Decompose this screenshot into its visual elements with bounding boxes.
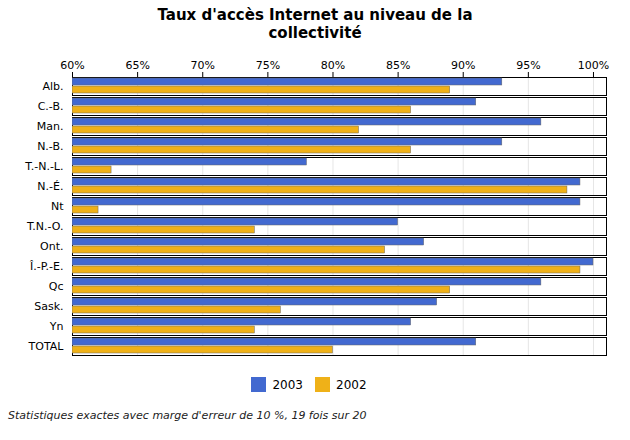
svg-text:85%: 85% [386, 59, 410, 72]
svg-text:75%: 75% [256, 59, 280, 72]
svg-text:100%: 100% [578, 59, 609, 72]
svg-text:N.-B.: N.-B. [37, 140, 63, 153]
html-text:2002: 2002 [336, 377, 367, 392]
svg-text:60%: 60% [60, 59, 84, 72]
svg-text:Yn: Yn [49, 320, 64, 333]
svg-text:80%: 80% [321, 59, 345, 72]
svg-text:TOTAL: TOTAL [28, 340, 65, 353]
svg-text:T.-N.-L.: T.-N.-L. [24, 160, 63, 173]
svg-text:Qc: Qc [49, 280, 64, 293]
html-text:2003: 2003 [272, 377, 303, 392]
svg-text:Man.: Man. [37, 120, 64, 133]
svg-text:N.-É.: N.-É. [37, 180, 63, 193]
svg-text:Ont.: Ont. [40, 240, 63, 253]
svg-text:C.-B.: C.-B. [38, 100, 64, 113]
html-text:Statistiques exactes avec marg: Statistiques exactes avec marge d'erreur… [8, 409, 367, 422]
html-text:Taux d'accès Internet au nivea: Taux d'accès Internet au niveau de la co… [157, 6, 473, 42]
svg-text:70%: 70% [191, 59, 215, 72]
svg-text:Î.-P.-E.: Î.-P.-E. [29, 260, 64, 273]
svg-text:Nt: Nt [51, 200, 64, 213]
svg-text:65%: 65% [125, 59, 149, 72]
svg-text:Alb.: Alb. [42, 80, 63, 93]
svg-text:Sask.: Sask. [34, 300, 63, 313]
svg-text:T.N.-O.: T.N.-O. [26, 220, 64, 233]
svg-text:90%: 90% [451, 59, 475, 72]
svg-text:95%: 95% [516, 59, 540, 72]
